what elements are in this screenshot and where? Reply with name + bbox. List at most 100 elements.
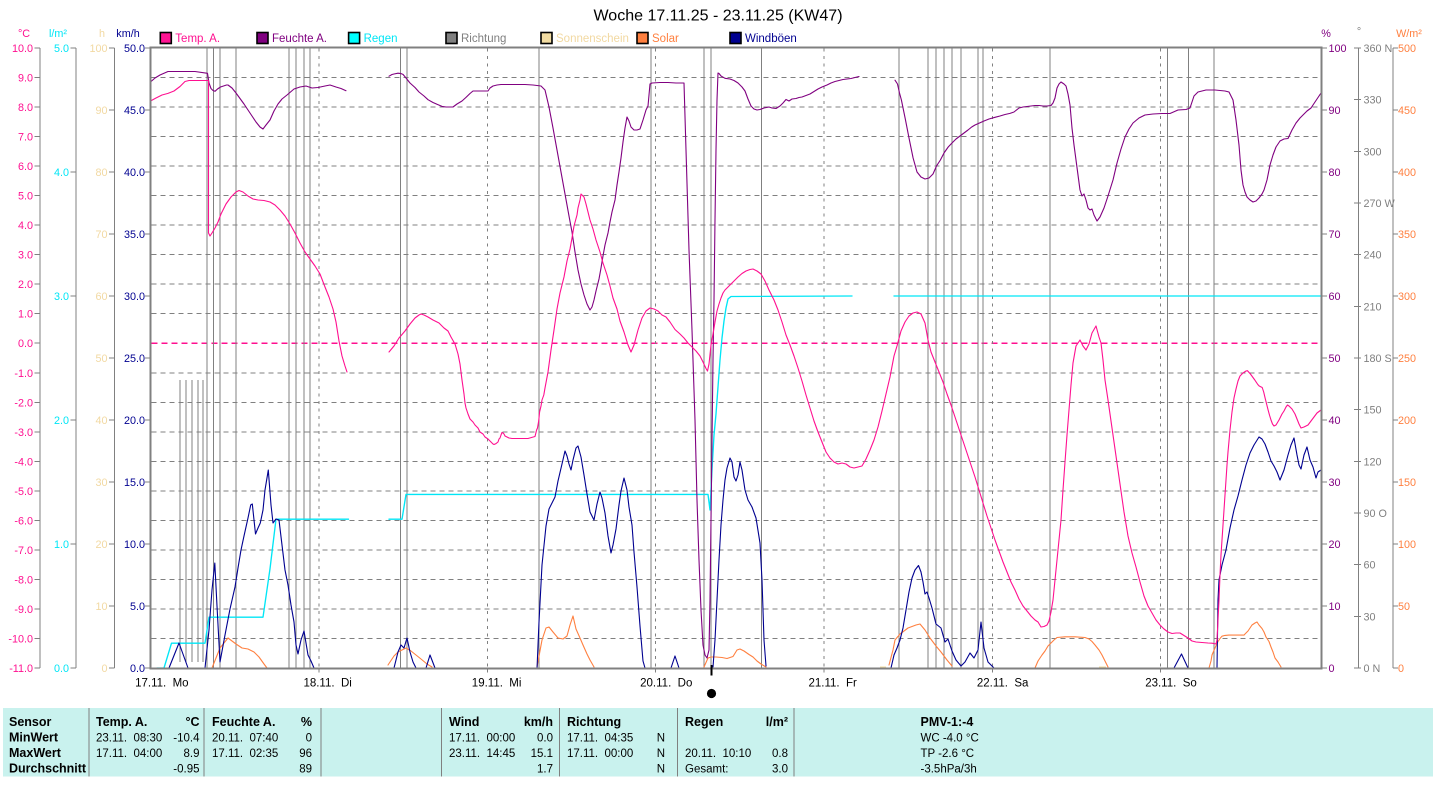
svg-text:Temp. A.: Temp. A. <box>175 33 220 45</box>
svg-text:40: 40 <box>1329 415 1341 427</box>
svg-text:450: 450 <box>1398 105 1416 117</box>
svg-text:-8.0: -8.0 <box>14 574 33 586</box>
svg-text:°C: °C <box>185 715 199 729</box>
svg-text:MaxWert: MaxWert <box>9 746 62 760</box>
svg-text:-4.0: -4.0 <box>14 456 33 468</box>
svg-text:-3.5hPa/3h: -3.5hPa/3h <box>921 764 977 776</box>
svg-text:500: 500 <box>1398 43 1416 55</box>
svg-text:19.11. Mi: 19.11. Mi <box>472 678 522 690</box>
svg-text:Sensor: Sensor <box>9 715 52 729</box>
svg-text:6.0: 6.0 <box>18 161 33 173</box>
svg-text:2.0: 2.0 <box>18 279 33 291</box>
svg-text:300: 300 <box>1398 291 1416 303</box>
svg-text:0.0: 0.0 <box>18 338 33 350</box>
svg-text:180 S: 180 S <box>1364 353 1392 365</box>
svg-text:80: 80 <box>95 167 107 179</box>
svg-text:40: 40 <box>95 415 107 427</box>
svg-text:30.0: 30.0 <box>124 291 145 303</box>
svg-text:21.11. Fr: 21.11. Fr <box>809 678 858 690</box>
svg-text:0 N: 0 N <box>1364 663 1381 675</box>
svg-text:30: 30 <box>1364 611 1376 623</box>
svg-text:60: 60 <box>1364 560 1376 572</box>
svg-text:22.11. Sa: 22.11. Sa <box>977 678 1029 690</box>
svg-text:100: 100 <box>89 43 107 55</box>
svg-text:-5.0: -5.0 <box>14 486 33 498</box>
svg-text:150: 150 <box>1364 405 1382 417</box>
svg-text:350: 350 <box>1398 229 1416 241</box>
svg-text:0.0: 0.0 <box>537 733 553 745</box>
svg-text:Richtung: Richtung <box>461 33 506 45</box>
svg-text:4.0: 4.0 <box>54 167 69 179</box>
svg-text:50: 50 <box>1398 601 1410 613</box>
svg-text:TP -2.6 °C: TP -2.6 °C <box>921 748 975 760</box>
svg-text:PMV-1:-4: PMV-1:-4 <box>921 715 974 729</box>
svg-text:%: % <box>301 715 312 729</box>
svg-text:20: 20 <box>1329 539 1341 551</box>
svg-text:Wind: Wind <box>449 715 479 729</box>
svg-text:5.0: 5.0 <box>130 601 145 613</box>
svg-text:l/m²: l/m² <box>49 28 67 40</box>
svg-text:7.0: 7.0 <box>18 132 33 144</box>
svg-text:4.0: 4.0 <box>18 220 33 232</box>
svg-text:Temp. A.: Temp. A. <box>96 715 147 729</box>
svg-text:250: 250 <box>1398 353 1416 365</box>
svg-text:60: 60 <box>1329 291 1341 303</box>
svg-text:17.11. 04:35: 17.11. 04:35 <box>567 733 633 745</box>
svg-text:3.0: 3.0 <box>18 250 33 262</box>
svg-text:-1.0: -1.0 <box>14 368 33 380</box>
svg-text:50.0: 50.0 <box>124 43 145 55</box>
svg-text:270 W: 270 W <box>1364 198 1396 210</box>
svg-text:-10.4: -10.4 <box>173 733 200 745</box>
svg-text:W/m²: W/m² <box>1396 28 1422 40</box>
svg-text:Woche 17.11.25 - 23.11.25 (KW4: Woche 17.11.25 - 23.11.25 (KW47) <box>593 8 842 25</box>
svg-text:330: 330 <box>1364 95 1382 107</box>
svg-text:23.11. 14:45: 23.11. 14:45 <box>449 748 515 760</box>
svg-text:20: 20 <box>95 539 107 551</box>
svg-text:20.11. 10:10: 20.11. 10:10 <box>685 748 751 760</box>
svg-text:17.11. Mo: 17.11. Mo <box>135 678 189 690</box>
svg-text:100: 100 <box>1398 539 1416 551</box>
svg-text:45.0: 45.0 <box>124 105 145 117</box>
svg-text:-9.0: -9.0 <box>14 604 33 616</box>
svg-text:°C: °C <box>18 28 30 40</box>
svg-text:Regen: Regen <box>685 715 723 729</box>
svg-text:70: 70 <box>1329 229 1341 241</box>
svg-text:km/h: km/h <box>116 28 139 40</box>
svg-text:MinWert: MinWert <box>9 731 59 745</box>
svg-text:8.0: 8.0 <box>18 102 33 114</box>
svg-text:8.9: 8.9 <box>184 748 200 760</box>
svg-text:50: 50 <box>1329 353 1341 365</box>
svg-text:210: 210 <box>1364 301 1382 313</box>
svg-text:300: 300 <box>1364 146 1382 158</box>
svg-text:30: 30 <box>95 477 107 489</box>
svg-text:60: 60 <box>95 291 107 303</box>
svg-text:WC -4.0 °C: WC -4.0 °C <box>921 733 979 745</box>
svg-text:0.0: 0.0 <box>54 663 69 675</box>
svg-text:%: % <box>1321 28 1331 40</box>
svg-text:N: N <box>657 764 665 776</box>
svg-text:N: N <box>657 748 665 760</box>
svg-text:Solar: Solar <box>652 33 679 45</box>
svg-text:40.0: 40.0 <box>124 167 145 179</box>
svg-text:360 N: 360 N <box>1364 43 1393 55</box>
svg-text:35.0: 35.0 <box>124 229 145 241</box>
svg-text:-0.95: -0.95 <box>173 764 199 776</box>
svg-text:23.11. 08:30: 23.11. 08:30 <box>96 733 162 745</box>
svg-text:5.0: 5.0 <box>54 43 69 55</box>
svg-text:Gesamt:: Gesamt: <box>685 764 728 776</box>
svg-text:0: 0 <box>101 663 107 675</box>
svg-text:°: ° <box>1357 26 1361 38</box>
svg-text:20.0: 20.0 <box>124 415 145 427</box>
svg-text:240: 240 <box>1364 250 1382 262</box>
svg-text:17.11. 00:00: 17.11. 00:00 <box>449 733 515 745</box>
svg-text:Feuchte A.: Feuchte A. <box>212 715 275 729</box>
svg-text:-11.0: -11.0 <box>9 663 33 675</box>
svg-text:90: 90 <box>95 105 107 117</box>
svg-text:0.0: 0.0 <box>130 663 145 675</box>
svg-text:Feuchte A.: Feuchte A. <box>272 33 327 45</box>
svg-text:km/h: km/h <box>524 715 553 729</box>
svg-text:70: 70 <box>95 229 107 241</box>
svg-text:20.11. Do: 20.11. Do <box>640 678 692 690</box>
svg-text:-2.0: -2.0 <box>14 397 33 409</box>
svg-text:Richtung: Richtung <box>567 715 621 729</box>
